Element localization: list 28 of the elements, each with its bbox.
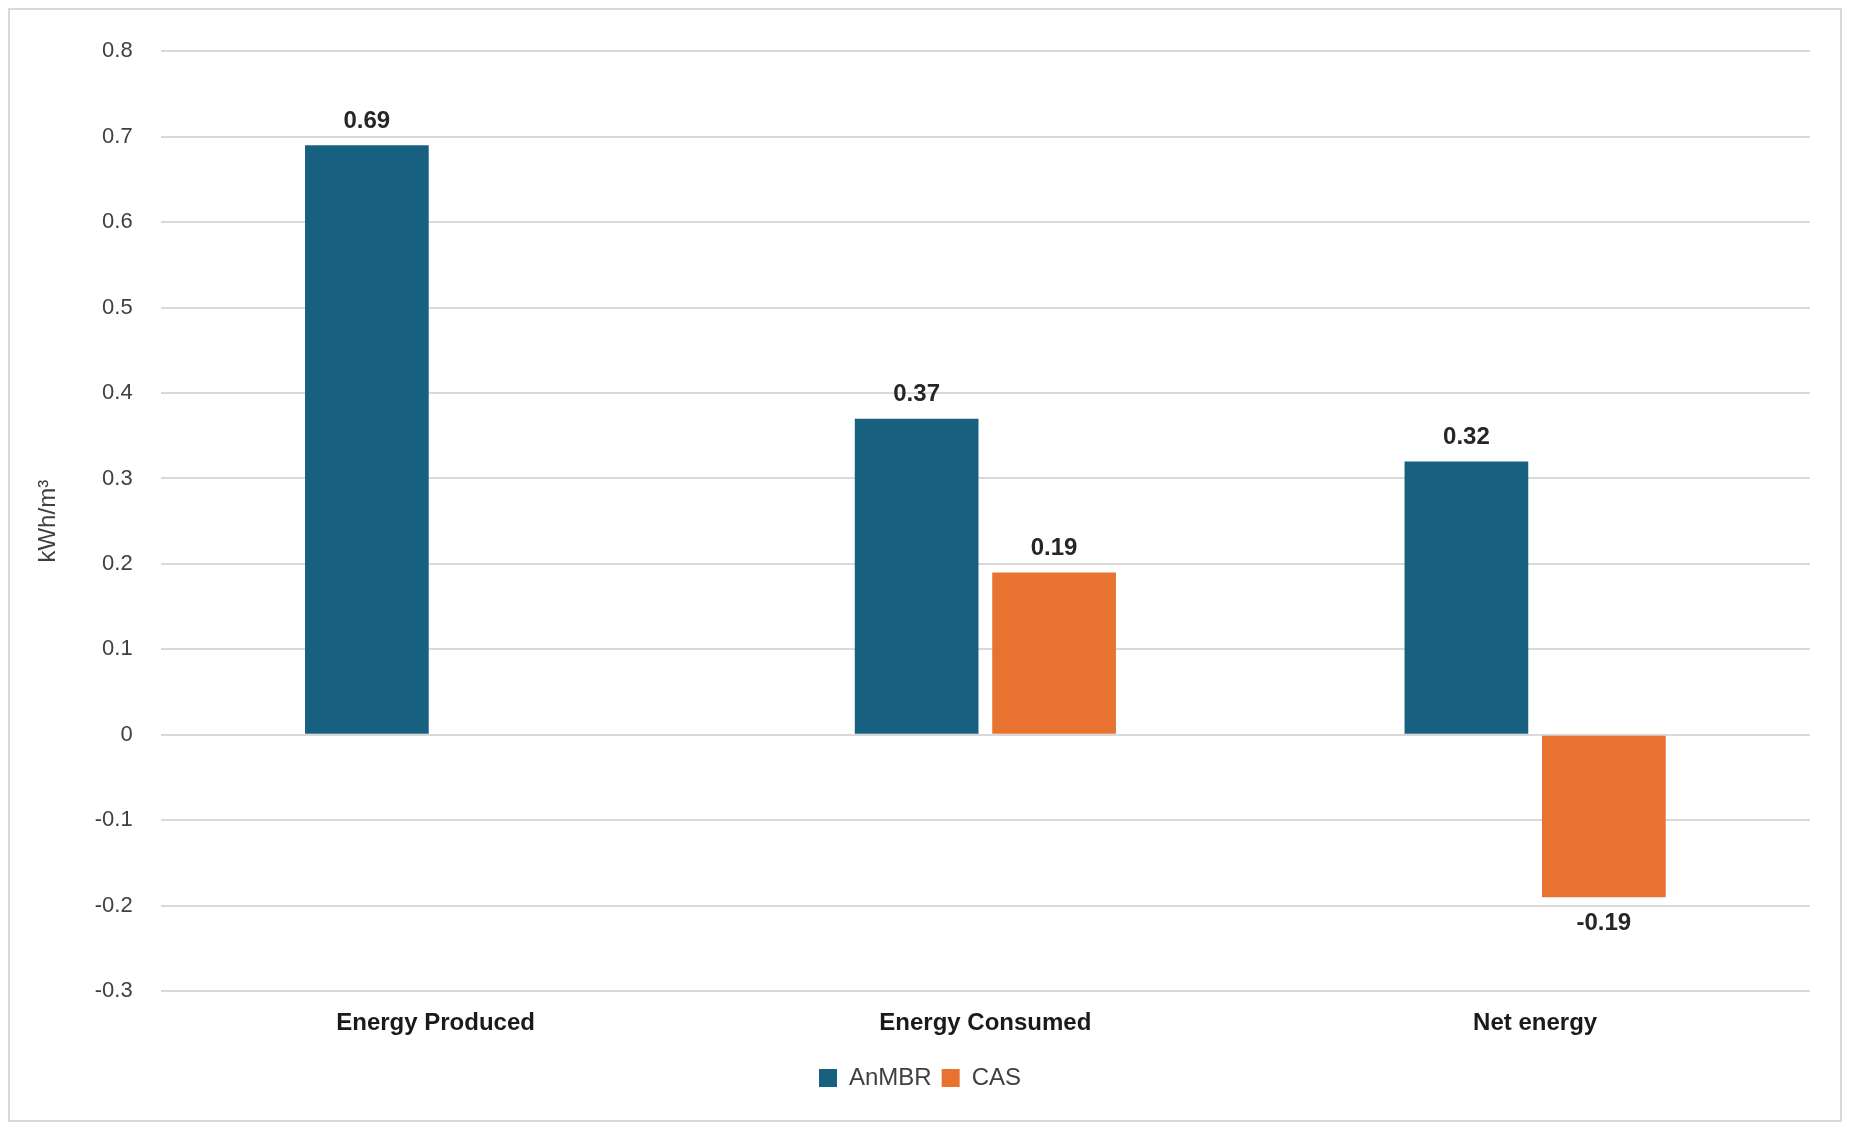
data-label: 0.69: [343, 105, 391, 133]
y-tick-label: 0.8: [102, 37, 133, 63]
y-tick-label: 0.7: [102, 122, 133, 148]
y-tick-label: -0.3: [94, 977, 133, 1003]
legend-label: AnMBR: [848, 1062, 932, 1090]
bar: [305, 145, 429, 734]
y-tick-label: 0: [120, 720, 133, 746]
bar: [1541, 735, 1666, 898]
y-tick-label: 0.5: [102, 293, 133, 319]
y-tick-label: -0.1: [94, 806, 133, 832]
x-tick-label: Net energy: [1473, 1008, 1598, 1036]
y-tick-label: -0.2: [94, 891, 133, 917]
data-label: -0.19: [1576, 907, 1632, 935]
data-label: 0.37: [893, 379, 940, 407]
data-label: 0.32: [1443, 422, 1490, 450]
y-tick-label: 0.1: [102, 635, 133, 661]
data-label: 0.19: [1030, 533, 1078, 561]
bar: [992, 572, 1116, 734]
x-tick-label: Energy Consumed: [879, 1008, 1092, 1036]
bar: [1404, 461, 1529, 734]
y-axis-title: kWh/m³: [33, 479, 61, 563]
y-tick-label: 0.6: [102, 208, 133, 234]
y-tick-label: 0.3: [102, 464, 133, 490]
legend-label: CAS: [971, 1062, 1022, 1090]
x-tick-label: Energy Produced: [336, 1008, 535, 1036]
y-tick-label: 0.4: [102, 379, 133, 405]
bar: [854, 418, 979, 734]
y-tick-label: 0.2: [102, 549, 133, 575]
